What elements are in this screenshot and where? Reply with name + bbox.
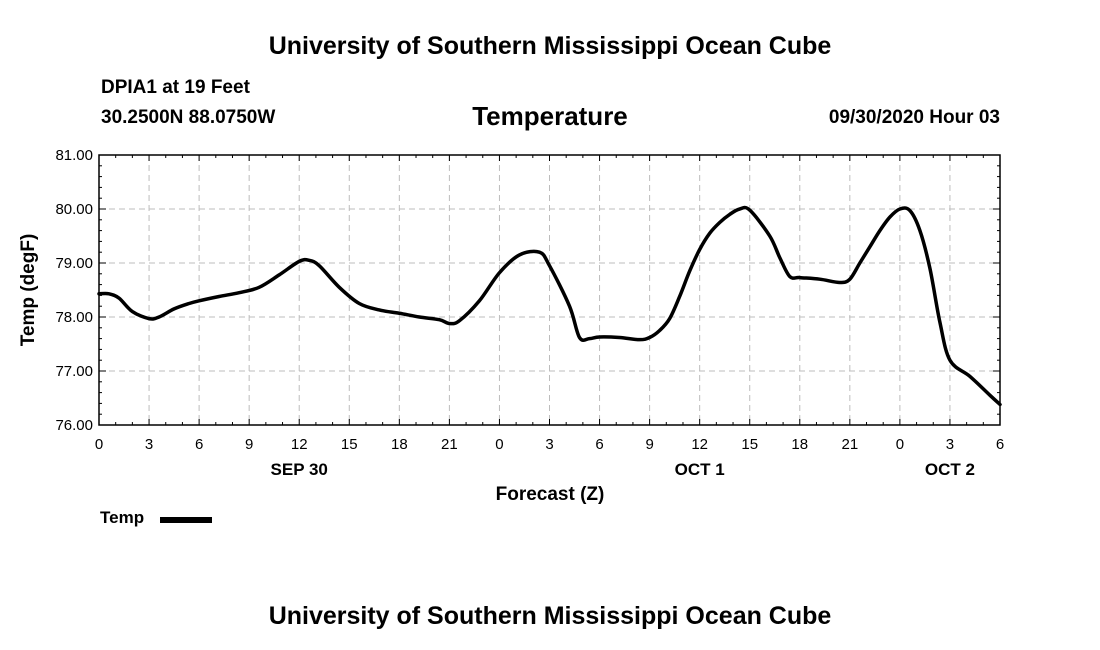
x-tick-label: 6 [996, 436, 1004, 453]
tick-labels: 0 3 6 9 12 15 18 21 0 3 6 9 12 15 18 21 0 3 6 SEP 30 OCT 1 OC… [55, 147, 1004, 479]
x-tick-label: 21 [441, 436, 458, 453]
x-tick-label: 6 [595, 436, 603, 453]
y-tick-label: 77.00 [55, 363, 93, 380]
series-lines [97, 205, 1002, 407]
x-tick-label: 6 [195, 436, 203, 453]
x-tick-label: 9 [245, 436, 253, 453]
x-tick-label: 3 [145, 436, 153, 453]
y-tick-label: 81.00 [55, 147, 93, 164]
timestamp-label: 09/30/2020 Hour 03 [828, 107, 1000, 128]
x-tick-label: 18 [791, 436, 808, 453]
x-tick-label: 3 [545, 436, 553, 453]
y-axis-label: Temp (degF) [18, 234, 39, 347]
y-tick-label: 78.00 [55, 309, 93, 326]
x-tick-label: 9 [645, 436, 653, 453]
x-tick-label: 12 [691, 436, 708, 453]
page-title: University of Southern Mississippi Ocean… [268, 32, 832, 60]
footer-title: University of Southern Mississippi Ocean… [268, 602, 832, 630]
legend-label: Temp [100, 508, 145, 527]
x-tick-label: 15 [741, 436, 758, 453]
date-label: OCT 1 [675, 460, 725, 479]
x-tick-label: 0 [495, 436, 503, 453]
station-label: DPIA1 at 19 Feet [101, 77, 250, 98]
date-label: OCT 2 [925, 460, 975, 479]
legend-line-swatch [160, 517, 212, 523]
temp-series-line [97, 205, 1002, 407]
x-tick-label: 0 [95, 436, 103, 453]
x-tick-label: 12 [291, 436, 308, 453]
location-label: 30.2500N 88.0750W [101, 107, 276, 128]
x-tick-label: 15 [341, 436, 358, 453]
chart-title: Temperature [472, 101, 628, 131]
grid-lines [99, 155, 1000, 425]
y-tick-label: 80.00 [55, 201, 93, 218]
x-tick-label: 0 [896, 436, 904, 453]
x-tick-label: 18 [391, 436, 408, 453]
y-tick-label: 79.00 [55, 255, 93, 272]
x-tick-label: 3 [946, 436, 954, 453]
y-tick-label: 76.00 [55, 417, 93, 434]
x-tick-label: 21 [841, 436, 858, 453]
date-label: SEP 30 [271, 460, 328, 479]
x-axis-label: Forecast (Z) [496, 484, 605, 505]
